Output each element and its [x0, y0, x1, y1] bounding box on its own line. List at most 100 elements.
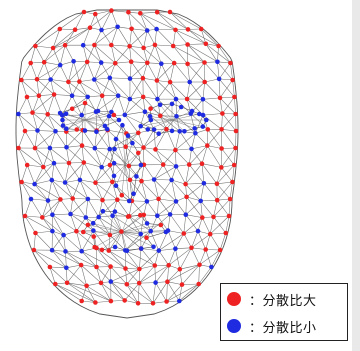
red-landmark-dot: [45, 112, 50, 117]
red-landmark-dot: [108, 163, 113, 168]
mesh-edge: [19, 148, 44, 167]
blue-landmark-dot: [138, 124, 143, 129]
red-landmark-dot: [79, 299, 84, 304]
red-landmark-dot: [126, 10, 131, 15]
blue-landmark-dot: [61, 233, 66, 238]
mesh-edge: [66, 251, 67, 267]
blue-landmark-dot: [155, 97, 160, 102]
blue-landmark-dot: [168, 212, 173, 217]
red-landmark-dot: [81, 230, 86, 235]
mesh-edge: [39, 96, 48, 115]
mesh-edge: [38, 114, 48, 130]
red-landmark-dot: [172, 61, 177, 66]
blue-landmark-dot: [96, 215, 101, 220]
mesh-edge: [130, 99, 145, 112]
red-landmark-dot: [233, 146, 238, 151]
mesh-edge: [167, 265, 199, 282]
red-landmark-dot: [112, 113, 117, 118]
mesh-edge: [44, 62, 50, 79]
blue-landmark-dot: [91, 221, 96, 226]
mesh-edge: [31, 199, 42, 217]
red-landmark-dot: [32, 248, 37, 253]
red-landmark-dot: [218, 248, 223, 253]
mesh-edge: [222, 129, 236, 148]
blue-landmark-dot: [53, 129, 58, 134]
red-landmark-dot: [63, 43, 68, 48]
blue-landmark-dot: [83, 128, 88, 133]
mesh-edge: [222, 114, 223, 130]
mesh-edge: [176, 30, 188, 45]
red-landmark-dot: [127, 44, 132, 49]
mesh-edge: [37, 65, 60, 79]
mesh-edge: [87, 45, 94, 62]
blue-landmark-dot: [84, 215, 89, 220]
mesh-edge: [25, 216, 52, 231]
blue-landmark-dot: [52, 161, 57, 166]
mesh-edge: [54, 163, 65, 182]
mesh-edge: [88, 199, 99, 217]
mesh-edge: [37, 79, 39, 95]
red-landmark-dot: [232, 163, 237, 168]
red-landmark-dot: [178, 267, 183, 272]
mesh-edge: [217, 184, 230, 199]
mesh-edge: [88, 97, 96, 112]
red-landmark-dot: [173, 148, 178, 153]
blue-landmark-dot: [79, 113, 84, 118]
blue-landmark-dot: [146, 127, 151, 132]
mesh-edge: [94, 78, 110, 80]
red-landmark-dot: [137, 267, 142, 272]
mesh-edge: [19, 148, 28, 165]
red-landmark-dot: [165, 279, 170, 284]
mesh-edge: [203, 82, 205, 99]
red-landmark-dot: [83, 101, 88, 106]
mesh-edge: [170, 82, 187, 99]
mesh-edge: [71, 199, 73, 215]
blue-landmark-dot: [192, 126, 197, 131]
mesh-edge: [199, 267, 212, 284]
red-landmark-dot: [16, 146, 21, 151]
red-landmark-dot: [70, 196, 75, 201]
mesh-edge: [38, 131, 56, 132]
red-landmark-dot: [129, 27, 134, 32]
legend-label-small: ：分散比小: [249, 317, 317, 336]
blue-landmark-dot: [29, 197, 34, 202]
mesh-edge: [217, 182, 233, 184]
mesh-edge: [69, 146, 82, 163]
blue-landmark-dot: [153, 280, 158, 285]
red-landmark-dot: [145, 61, 150, 66]
blue-landmark-dot: [193, 131, 198, 136]
red-landmark-dot: [82, 10, 87, 15]
mesh-edge: [187, 82, 205, 99]
mesh-edge: [147, 63, 157, 81]
mesh-edge: [139, 283, 155, 284]
mesh-edge: [65, 28, 90, 46]
mesh-edge: [125, 250, 139, 269]
red-landmark-dot: [228, 61, 233, 66]
blue-landmark-dot: [215, 60, 220, 65]
blue-landmark-dot: [48, 146, 53, 151]
mesh-edge: [139, 249, 141, 269]
mesh-edge: [233, 80, 235, 97]
mesh-edge: [159, 180, 172, 199]
mesh-edge: [157, 201, 176, 215]
blue-landmark-dot: [217, 77, 222, 82]
mesh-edge: [110, 78, 130, 79]
mesh-edge: [188, 64, 190, 82]
mesh-edge: [22, 165, 28, 182]
blue-landmark-dot: [170, 102, 175, 107]
mesh-edge: [203, 99, 223, 113]
blue-landmark-dot: [112, 174, 117, 179]
mesh-edge: [33, 113, 38, 131]
mesh-edge: [52, 180, 61, 199]
mesh-edge: [204, 183, 217, 200]
mesh-edge: [118, 27, 130, 47]
mesh-edge: [52, 214, 70, 215]
blue-landmark-dot: [120, 123, 125, 128]
mesh-edge: [130, 29, 132, 47]
red-landmark-dot: [155, 78, 160, 83]
red-landmark-dot: [93, 300, 98, 305]
red-landmark-dot: [200, 161, 205, 166]
blue-landmark-dot: [126, 133, 131, 138]
mesh-edge: [73, 180, 80, 199]
mesh-edge: [37, 62, 44, 79]
